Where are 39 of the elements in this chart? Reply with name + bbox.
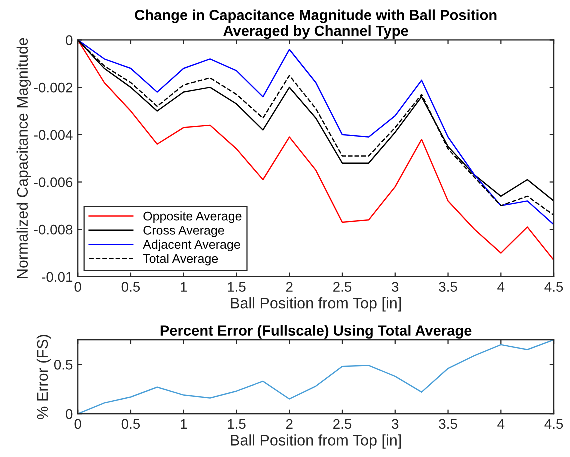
line-series [78, 340, 554, 414]
x-tick-label: 3.5 [439, 282, 458, 292]
y-tick-label: 0 [66, 409, 73, 420]
y-tick-label: 0.5 [54, 360, 73, 370]
x-tick-label: 2.5 [334, 419, 352, 430]
x-tick-label: 3 [392, 419, 399, 430]
x-tick-label: 1 [181, 282, 188, 292]
x-tick-label: 0 [74, 419, 82, 430]
x-axis-title: Ball Position from Top [in] [231, 298, 402, 312]
x-tick-label: 3 [392, 282, 399, 292]
y-tick-label: -0.01 [42, 272, 73, 282]
y-axis-title: Normalized Capacitance Magnitude [16, 38, 32, 278]
x-tick-label: 0.5 [122, 419, 140, 430]
x-tick-label: 2 [286, 282, 293, 292]
x-tick-label: 3.5 [439, 419, 458, 430]
x-tick-label: 4 [498, 282, 505, 292]
x-tick-label: 1 [181, 419, 188, 429]
x-tick-label: 4.5 [544, 282, 564, 292]
legend-label: Cross Average [144, 226, 224, 238]
x-tick-label: 1.5 [228, 419, 246, 430]
y-tick-label: -0.002 [34, 82, 73, 93]
x-tick-label: 2 [286, 419, 293, 429]
chart-title: Change in Capacitance Magnitude with Ball Position Averaged by Channel Type [135, 10, 497, 40]
legend-label: Opposite Average [144, 212, 242, 224]
x-tick-label: 0.5 [122, 282, 140, 292]
y-axis-title: % Error (FS) [36, 335, 52, 420]
chart-title: Percent Error (Fullscale) Using Total Average [160, 325, 472, 339]
x-tick-label: 0 [74, 282, 82, 292]
x-tick-label: 2.5 [334, 282, 352, 292]
x-tick-label: 4 [498, 419, 505, 429]
x-tick-label: 4.5 [544, 419, 564, 430]
x-tick-label: 1.5 [228, 282, 246, 292]
legend-label: Total Average [143, 254, 218, 266]
y-tick-label: -0.006 [34, 178, 73, 188]
legend-label: Adjacent Average [143, 240, 240, 252]
x-axis-title: Ball Position from Top [in] [231, 434, 402, 449]
y-tick-label: -0.008 [34, 224, 73, 235]
y-tick-label: 0 [66, 36, 73, 46]
y-tick-label: -0.004 [34, 130, 73, 140]
